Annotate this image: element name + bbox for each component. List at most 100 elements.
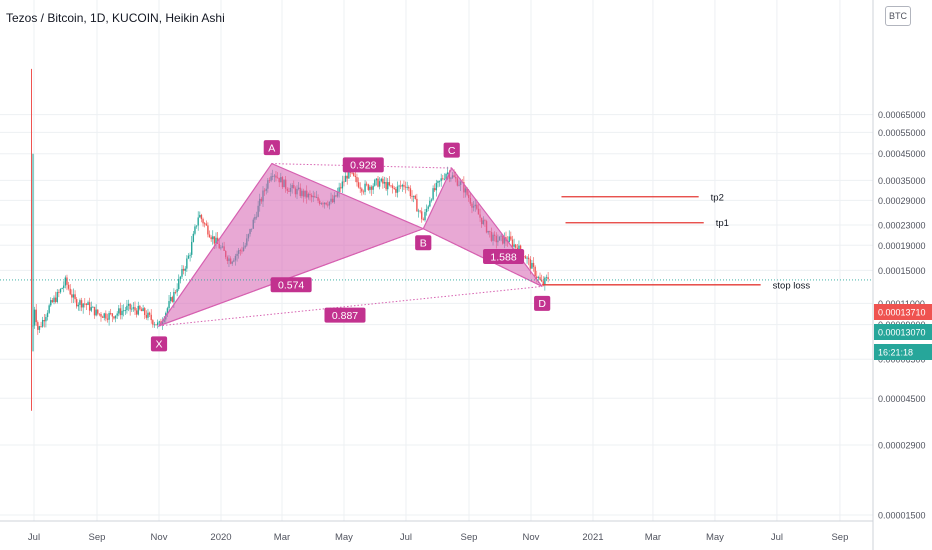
candle-body (147, 312, 149, 318)
candle-body (401, 184, 404, 187)
candle-body (66, 277, 68, 285)
candle-body (440, 178, 442, 181)
candle-body (41, 319, 44, 327)
time-tick-label: Jul (771, 532, 783, 543)
candle-body (156, 322, 159, 326)
candle-body (51, 300, 54, 303)
candle-body (113, 316, 115, 319)
candle-body (56, 292, 58, 302)
candle-body (511, 239, 514, 247)
candle-body (430, 199, 433, 201)
candle-body (369, 186, 371, 190)
candle-body (88, 302, 91, 311)
candle-body (122, 310, 125, 312)
candle-body (403, 184, 405, 187)
candle-body (108, 313, 110, 320)
time-tick-label: May (335, 532, 353, 543)
candle-body (377, 178, 379, 187)
candle-body (186, 258, 188, 269)
candle-body (61, 288, 63, 289)
candle-body (443, 178, 446, 180)
candle-body (197, 217, 199, 226)
candle-body (208, 234, 211, 238)
candle-body (74, 294, 76, 300)
candle-body (416, 198, 418, 212)
candle-body (75, 299, 78, 307)
second-price-box: 0.00013070 (874, 324, 932, 340)
price-tick-label: 0.00004500 (878, 394, 926, 404)
candle-body (398, 185, 400, 187)
candle-body (171, 297, 173, 302)
ratio-label-text: 0.928 (350, 160, 376, 172)
candle-body (395, 188, 397, 193)
candle-body (153, 324, 156, 326)
candle-body (442, 178, 444, 180)
candle-body (37, 322, 39, 330)
candle-body (417, 210, 420, 212)
candle-body (202, 219, 204, 224)
candle-body (409, 188, 412, 197)
candle-body (362, 191, 365, 193)
point-label-C-text: C (448, 145, 456, 157)
candle-body (106, 318, 109, 320)
price-tick-label: 0.00011000 (878, 299, 925, 309)
candle-body (69, 288, 71, 295)
price-tick-label: 0.00023000 (878, 221, 926, 231)
candle-body (187, 255, 190, 259)
candle-body (542, 281, 544, 285)
candle-body (135, 310, 138, 315)
candle-body (110, 313, 112, 314)
candle-body (351, 172, 353, 174)
candle-body (353, 173, 355, 176)
price-tick-label: 0.00055000 (878, 128, 926, 138)
candle-body (92, 306, 94, 308)
candle-body (359, 187, 361, 189)
candle-body (424, 212, 426, 221)
ratio-label-bg (342, 157, 384, 173)
candle-body (408, 186, 410, 189)
candle-body (173, 292, 175, 302)
candle-body (152, 320, 154, 325)
candle-body (540, 279, 543, 282)
candle-body (87, 302, 89, 305)
candle-body (346, 175, 348, 179)
candle-body (63, 285, 65, 289)
candle-body (168, 301, 170, 309)
candle-body (119, 308, 122, 316)
candle-body (80, 300, 83, 308)
candle-body (158, 321, 161, 323)
candle-body (166, 308, 169, 314)
candle-body (391, 185, 394, 189)
candle-body (179, 276, 182, 279)
candle-body (48, 305, 50, 313)
candle-body (515, 244, 517, 248)
candle-body (169, 297, 172, 302)
candle-body (148, 312, 151, 315)
currency-button[interactable]: BTC (885, 6, 911, 26)
ratio-label-text: 0.887 (332, 310, 358, 322)
candle-body (547, 277, 549, 280)
candle-body (145, 314, 148, 318)
candle-body (98, 313, 101, 315)
candle-body (357, 182, 360, 188)
candle-body (537, 277, 540, 279)
time-tick-label: Jul (28, 532, 40, 543)
candle-body (43, 319, 45, 322)
candle-body (142, 308, 144, 312)
point-label-B-bg (415, 235, 432, 251)
time-tick-label: Nov (523, 532, 540, 543)
candle-body (134, 307, 136, 311)
candle-body (189, 254, 191, 256)
candle-body (111, 313, 114, 317)
candle-body (435, 182, 438, 191)
candle-body (385, 182, 387, 190)
level-label: tp2 (711, 192, 724, 203)
candle-body (414, 195, 416, 199)
price-tick-label: 0.00065000 (878, 110, 926, 120)
candle-body (427, 206, 429, 209)
point-label-B-text: B (420, 238, 427, 250)
candle-body (544, 277, 546, 285)
candle-body (45, 317, 47, 322)
candle-body (184, 268, 186, 271)
